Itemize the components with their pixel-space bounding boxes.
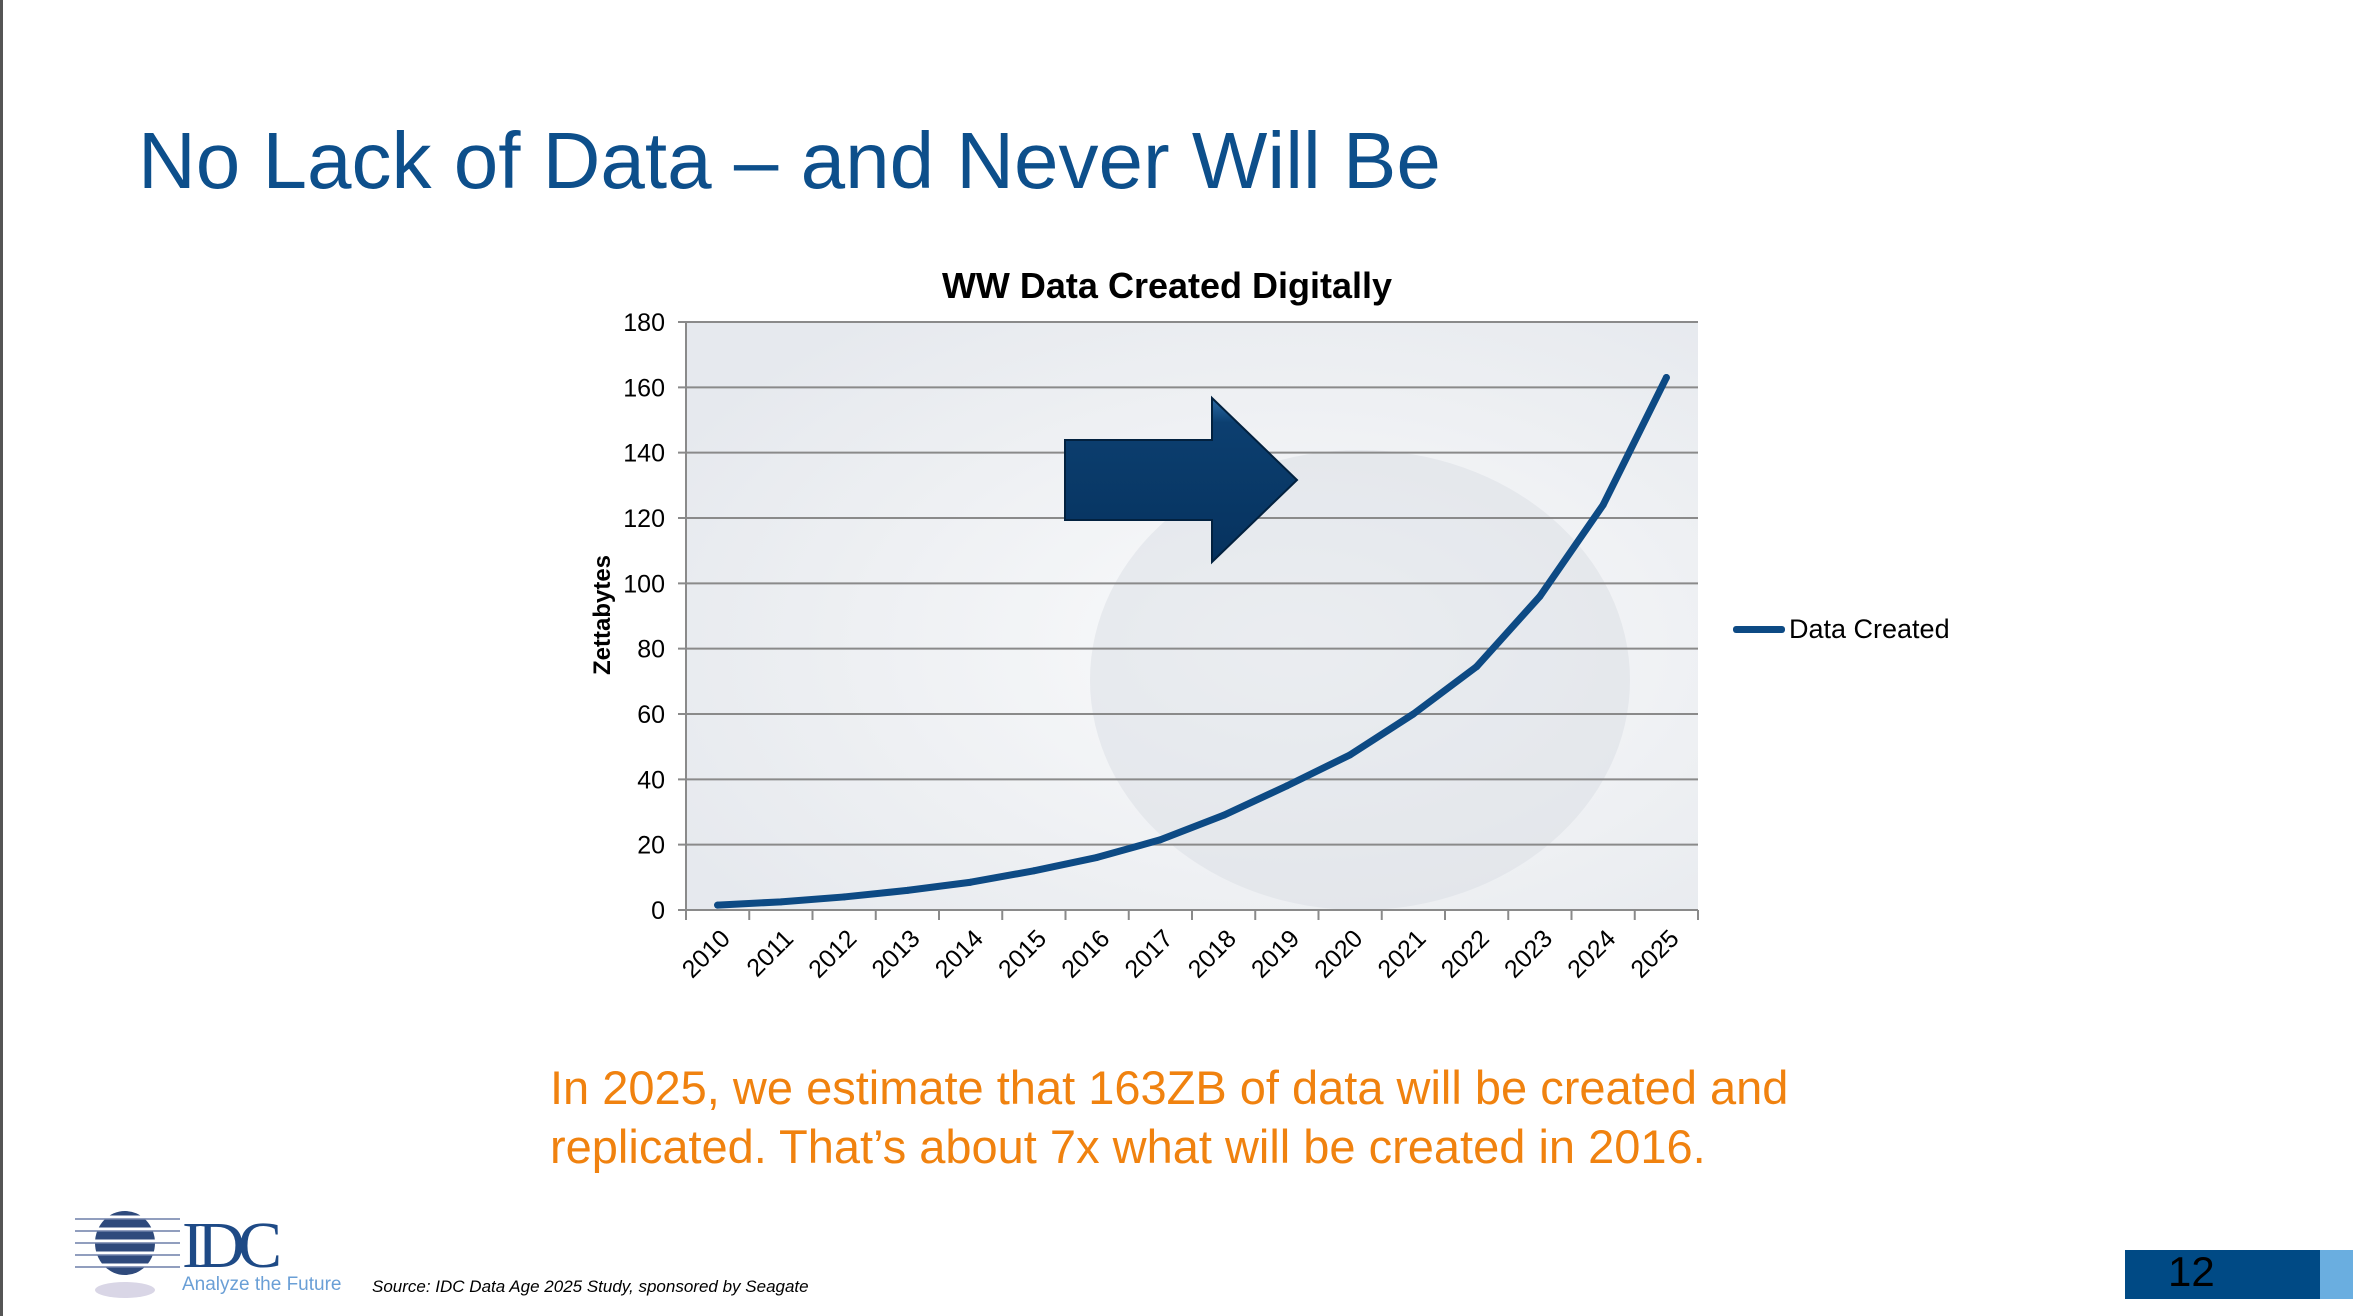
x-tick-label: 2013 — [866, 924, 925, 983]
data-point — [1346, 751, 1354, 759]
legend-label: Data Created — [1789, 614, 1950, 644]
data-point — [1662, 374, 1670, 382]
slide-title: No Lack of Data – and Never Will Be — [138, 116, 1441, 205]
logo-tagline: Analyze the Future — [182, 1274, 342, 1295]
x-tick-label: 2024 — [1562, 924, 1621, 983]
x-tick-label: 2018 — [1183, 924, 1242, 983]
slide-left-border — [0, 0, 3, 1316]
y-tick-label: 180 — [623, 309, 665, 337]
page-number: 12 — [2168, 1248, 2215, 1295]
x-tick-label: 2016 — [1056, 924, 1115, 983]
legend-swatch — [1733, 626, 1785, 633]
y-tick-label: 40 — [637, 766, 665, 794]
y-tick-label: 160 — [623, 374, 665, 402]
x-tick-label: 2019 — [1246, 924, 1305, 983]
data-point — [1283, 782, 1291, 790]
data-point — [903, 886, 911, 894]
x-tick-label: 2015 — [993, 924, 1052, 983]
page-number-accent — [2320, 1250, 2353, 1299]
data-point — [1220, 811, 1228, 819]
source-citation: Source: IDC Data Age 2025 Study, sponsor… — [372, 1277, 809, 1296]
summary-note: In 2025, we estimate that 163ZB of data … — [550, 1058, 1950, 1176]
data-point — [1030, 867, 1038, 875]
y-tick-label: 0 — [651, 897, 665, 925]
plot-background — [686, 322, 1698, 910]
data-point — [714, 901, 722, 909]
data-point — [777, 898, 785, 906]
page-number-box — [2125, 1250, 2320, 1299]
chart-title: WW Data Created Digitally — [941, 265, 1393, 306]
y-tick-label: 100 — [623, 570, 665, 598]
x-tick-label: 2021 — [1372, 924, 1431, 983]
chart-legend: Data Created — [1733, 614, 1950, 645]
data-point — [1409, 710, 1417, 718]
summary-note-line-1: In 2025, we estimate that 163ZB of data … — [550, 1061, 1789, 1114]
x-tick-label: 2012 — [803, 924, 862, 983]
data-point — [840, 893, 848, 901]
x-tick-label: 2010 — [677, 924, 736, 983]
data-point — [1599, 501, 1607, 509]
y-tick-label: 140 — [623, 440, 665, 468]
data-point — [1473, 663, 1481, 671]
x-tick-label: 2022 — [1436, 924, 1495, 983]
y-tick-label: 120 — [623, 505, 665, 533]
x-tick-label: 2023 — [1499, 924, 1558, 983]
x-tick-label: 2017 — [1119, 924, 1178, 983]
series-line-data-created — [714, 374, 1670, 909]
idc-logo-text: IDC — [182, 1209, 282, 1282]
x-tick-label: 2011 — [741, 924, 799, 982]
y-tick-label: 80 — [637, 636, 665, 664]
x-tick-label: 2020 — [1309, 924, 1368, 983]
data-point — [1156, 836, 1164, 844]
y-axis-label: Zettabytes — [589, 555, 616, 675]
arrow-decoration — [1064, 395, 1299, 565]
x-tick-label: 2014 — [930, 924, 989, 983]
y-tick-label: 20 — [637, 832, 665, 860]
x-tick-label: 2025 — [1625, 924, 1684, 983]
summary-note-line-2: replicated. That’s about 7x what will be… — [550, 1120, 1706, 1173]
data-point — [967, 878, 975, 886]
idc-logo: IDC — [75, 1209, 282, 1298]
data-point — [1536, 592, 1544, 600]
globe-decoration — [1090, 450, 1630, 910]
y-tick-label: 60 — [637, 701, 665, 729]
data-point — [1093, 853, 1101, 861]
